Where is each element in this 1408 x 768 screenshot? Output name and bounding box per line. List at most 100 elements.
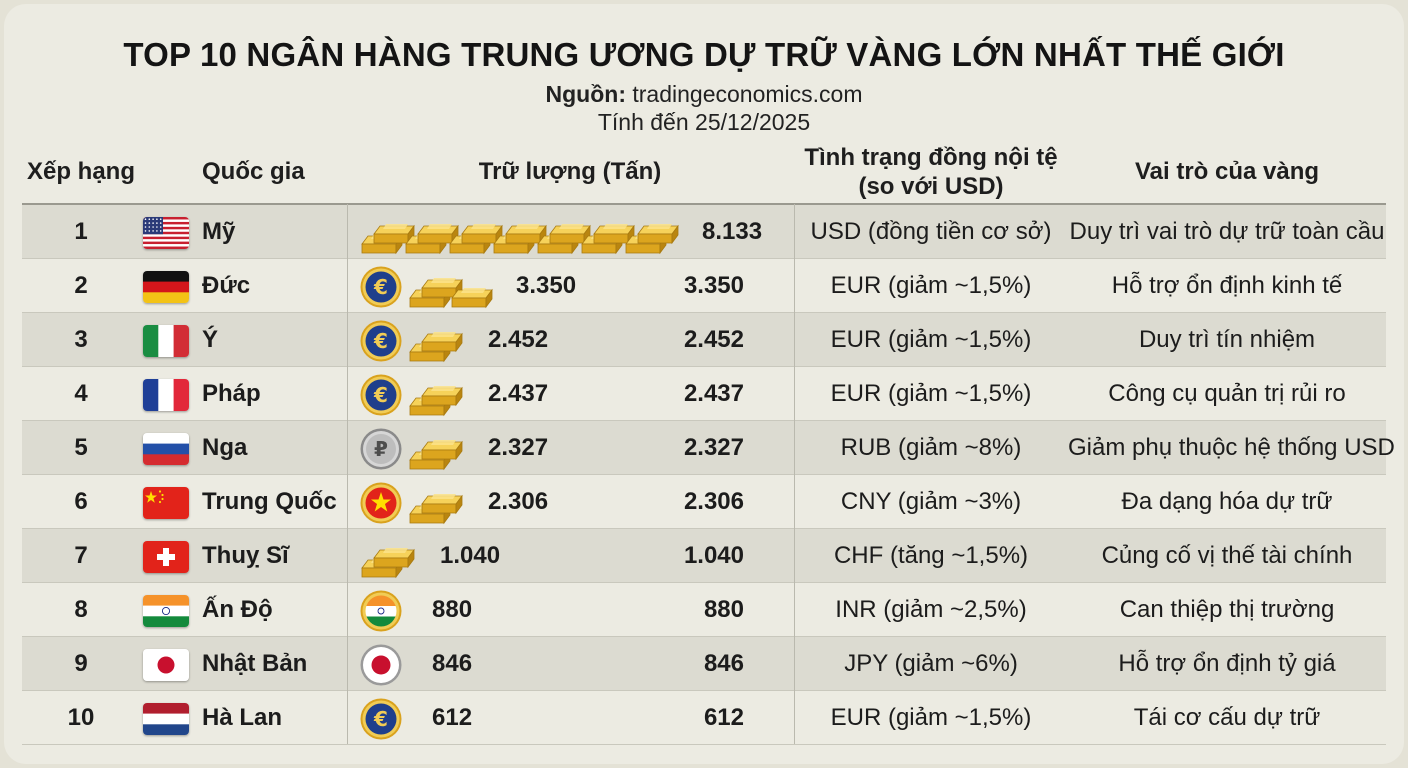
euro-coin: €	[360, 320, 402, 362]
reserve-value-repeat: 1.040	[683, 542, 744, 569]
reserve-value-repeat: 612	[703, 704, 744, 731]
reserve-value: 3.350	[516, 272, 577, 299]
role-cell: Công cụ quản trị rủi ro	[1108, 380, 1346, 407]
country-cell: Thuỵ Sĩ	[202, 542, 289, 569]
rank-cell: 10	[67, 704, 95, 731]
column-divider-country	[347, 204, 348, 744]
reserve-value-repeat: 2.306	[683, 488, 744, 515]
japan-flag	[143, 649, 189, 681]
table-row: 4 Pháp € 2.437 2.437 EUR (giảm ~1,5%) Công cụ…	[22, 367, 1386, 421]
svg-text:€: €	[373, 707, 388, 731]
table-row: 5 Nga ₽ 2.327 2.327 RUB (giảm ~8%) Giảm phụ t…	[22, 421, 1395, 475]
rank-cell: 5	[74, 434, 88, 461]
table-row: 7 Thuỵ Sĩ 1.040 1.040 CHF (tăng ~1,5%) Củng …	[22, 529, 1386, 583]
role-cell: Hỗ trợ ổn định kinh tế	[1111, 272, 1343, 299]
row-separator	[22, 258, 1386, 259]
currency-cell: INR (giảm ~2,5%)	[835, 596, 1027, 623]
header-role: Vai trò của vàng	[1134, 158, 1320, 185]
table-row: 9 Nhật Bản 846 846 JPY (giảm ~6%) Hỗ trợ ổn đ…	[22, 637, 1386, 691]
table-row: 8 Ấn Độ 880 880 INR (giảm ~2,5%) Can thiệp th…	[22, 583, 1386, 637]
currency-cell: EUR (giảm ~1,5%)	[830, 380, 1032, 407]
netherlands-flag	[143, 703, 189, 735]
rank-cell: 1	[74, 218, 88, 245]
china-flag	[143, 487, 189, 519]
gold-bars-icon	[360, 210, 684, 256]
reserve-value: 612	[432, 704, 473, 731]
table-row: 1 Mỹ	[22, 205, 1386, 259]
country-cell: Trung Quốc	[202, 488, 337, 515]
rank-cell: 2	[74, 272, 88, 299]
role-cell: Đa dạng hóa dự trữ	[1121, 488, 1333, 515]
role-cell: Can thiệp thị trường	[1119, 596, 1335, 623]
source-value: tradingeconomics.com	[632, 81, 863, 107]
euro-coin: €	[360, 698, 402, 740]
reserve-value: 1.040	[440, 542, 501, 569]
gold-bars-icon	[408, 372, 470, 418]
row-separator	[22, 420, 1386, 421]
reserve-value: 2.306	[488, 488, 549, 515]
table-row: 2 Đức € 3.350 3.350 EUR (giảm ~1,5%) Hỗ trợ ổ…	[22, 259, 1386, 313]
rank-cell: 7	[74, 542, 88, 569]
country-cell: Mỹ	[202, 218, 236, 245]
currency-cell: CNY (giảm ~3%)	[840, 488, 1022, 515]
role-cell: Duy trì tín nhiệm	[1138, 326, 1316, 353]
reserve-value: 880	[432, 596, 473, 623]
india-coin	[360, 590, 402, 632]
us-flag	[143, 217, 189, 249]
header-reserves: Trữ lượng (Tấn)	[478, 158, 662, 185]
row-separator	[22, 636, 1386, 637]
row-separator	[22, 582, 1386, 583]
svg-text:€: €	[373, 275, 388, 299]
country-cell: Hà Lan	[202, 704, 283, 731]
table-row: 10 Hà Lan €612 612 EUR (giảm ~1,5%) Tái cơ cấ…	[22, 691, 1386, 745]
gold-bars-icon	[408, 264, 498, 310]
ruble-coin: ₽	[360, 428, 402, 470]
role-cell: Củng cố vị thế tài chính	[1101, 542, 1353, 569]
role-cell: Giảm phụ thuộc hệ thống USD	[1068, 434, 1395, 461]
euro-coin: €	[360, 374, 402, 416]
reserve-value-repeat: 846	[703, 650, 744, 677]
china-coin	[360, 482, 402, 524]
russia-flag	[143, 433, 189, 465]
row-separator	[22, 366, 1386, 367]
table-row: 3 Ý € 2.452 2.452 EUR (giảm ~1,5%) Duy trì tí…	[22, 313, 1386, 367]
gold-bars-icon	[408, 426, 470, 472]
currency-cell: EUR (giảm ~1,5%)	[830, 326, 1032, 353]
gold-bars-icon	[360, 534, 422, 580]
currency-cell: EUR (giảm ~1,5%)	[830, 272, 1032, 299]
header-currency-line1: Tình trạng đồng nội tệ	[804, 144, 1058, 171]
reserve-value-repeat: 2.437	[683, 380, 744, 407]
reserve-value: 846	[432, 650, 473, 677]
currency-cell: CHF (tăng ~1,5%)	[833, 542, 1029, 569]
country-cell: Đức	[202, 272, 251, 299]
reserve-value: 8.133	[702, 218, 763, 245]
header-divider	[22, 203, 1386, 205]
header-currency: Tình trạng đồng nội tệ (so với USD)	[794, 143, 1068, 201]
rank-cell: 3	[74, 326, 88, 353]
page-title: TOP 10 NGÂN HÀNG TRUNG ƯƠNG DỰ TRỮ VÀNG …	[123, 36, 1285, 73]
currency-cell: JPY (giảm ~6%)	[844, 650, 1018, 677]
country-cell: Ấn Độ	[202, 596, 273, 623]
as-of-date: Tính đến 25/12/2025	[597, 109, 811, 135]
reserve-value: 2.327	[488, 434, 549, 461]
header-rank: Xếp hạng	[26, 158, 135, 185]
rank-cell: 4	[74, 380, 88, 407]
rank-cell: 6	[74, 488, 88, 515]
reserve-value-repeat: 3.350	[683, 272, 744, 299]
country-cell: Pháp	[202, 380, 261, 407]
source-label: Nguồn:	[545, 81, 626, 107]
table-row: 6 Trung Quốc 2.306 2.306 CNY (giảm ~3%) Đa d…	[22, 475, 1386, 529]
france-flag	[143, 379, 189, 411]
row-separator	[22, 690, 1386, 691]
currency-cell: EUR (giảm ~1,5%)	[830, 704, 1032, 731]
currency-cell: RUB (giảm ~8%)	[840, 434, 1022, 461]
gold-bars-icon	[408, 480, 470, 526]
india-flag	[143, 595, 189, 627]
switzerland-flag	[143, 541, 189, 573]
role-cell: Duy trì vai trò dự trữ toàn cầu	[1069, 218, 1385, 245]
row-separator	[22, 474, 1386, 475]
svg-text:₽: ₽	[374, 437, 388, 461]
row-separator	[22, 744, 1386, 745]
column-divider-reserves	[794, 204, 795, 744]
role-cell: Tái cơ cấu dự trữ	[1133, 704, 1321, 731]
